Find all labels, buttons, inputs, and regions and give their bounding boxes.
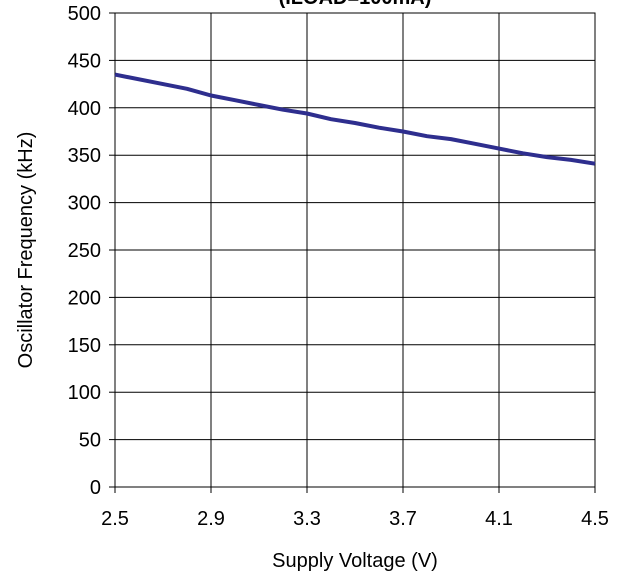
- y-tick-label: 250: [68, 240, 101, 262]
- grid-lines: [109, 12, 596, 493]
- x-tick-label: 3.3: [293, 508, 321, 530]
- y-tick-label: 500: [68, 3, 101, 25]
- y-tick-label: 50: [79, 430, 101, 452]
- y-tick-labels: 0 50 100 150 200 250 300 350 400 450 500: [68, 3, 101, 499]
- x-tick-label: 3.7: [389, 508, 417, 530]
- x-axis-title: Supply Voltage (V): [272, 550, 438, 572]
- y-tick-label: 200: [68, 287, 101, 309]
- x-tick-label: 2.9: [197, 508, 225, 530]
- y-tick-label: 100: [68, 382, 101, 404]
- x-tick-label: 4.5: [581, 508, 609, 530]
- series-line-1: [114, 72, 596, 166]
- y-axis-title: Oscillator Frequency (kHz): [15, 132, 37, 369]
- series-layer: [114, 72, 596, 166]
- x-tick-label: 4.1: [485, 508, 513, 530]
- y-tick-label: 300: [68, 193, 101, 215]
- chart-title: (ILOAD=100mA): [279, 0, 432, 9]
- y-tick-label: 400: [68, 98, 101, 120]
- y-tick-label: 350: [68, 145, 101, 167]
- y-tick-label: 150: [68, 335, 101, 357]
- y-tick-label: 450: [68, 50, 101, 72]
- x-tick-labels: 2.5 2.9 3.3 3.7 4.1 4.5: [101, 508, 609, 530]
- x-tick-label: 2.5: [101, 508, 129, 530]
- y-tick-label: 0: [90, 477, 101, 499]
